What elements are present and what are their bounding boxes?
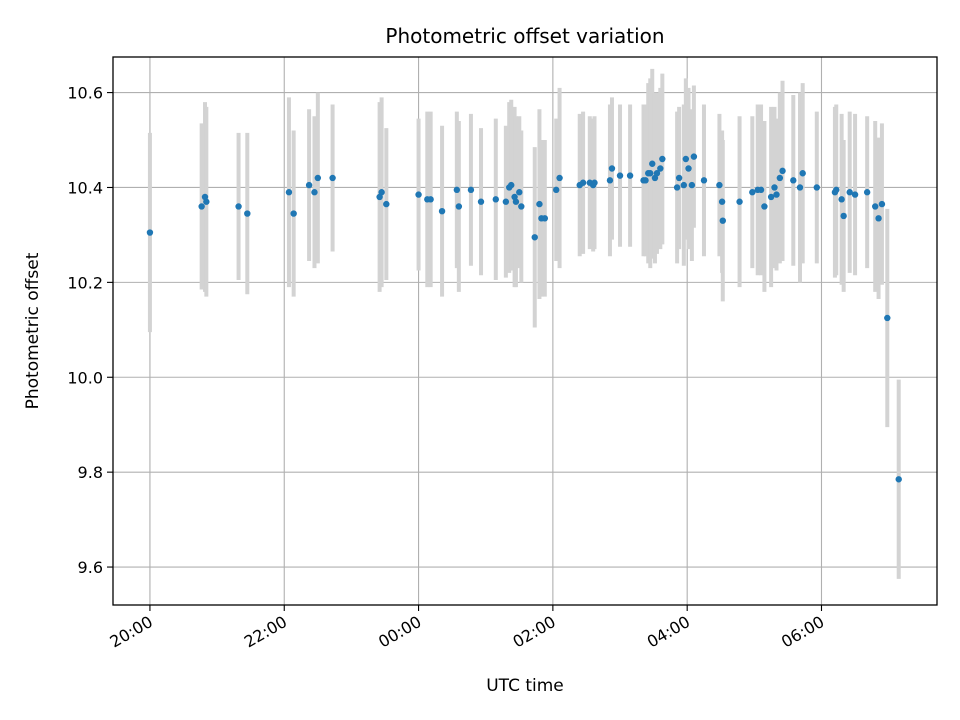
data-point (700, 177, 708, 184)
data-point (659, 155, 666, 163)
data-point (427, 196, 434, 203)
y-tick-label: 10.6 (67, 84, 103, 103)
data-point (776, 174, 784, 182)
data-point (688, 181, 696, 189)
data-point (796, 184, 804, 191)
data-point (553, 186, 560, 194)
data-points (146, 153, 902, 483)
data-point (895, 476, 902, 483)
data-point (863, 189, 871, 196)
data-point (311, 189, 318, 196)
data-point (653, 170, 661, 177)
y-tick-label: 10.2 (67, 273, 103, 292)
data-point (771, 184, 778, 191)
data-point (556, 174, 563, 182)
data-point (518, 203, 525, 210)
data-point (716, 181, 723, 189)
data-point (477, 198, 485, 205)
data-point (579, 179, 587, 186)
data-point (438, 207, 446, 215)
data-point (531, 234, 538, 241)
data-point (657, 165, 664, 172)
data-point (673, 184, 681, 191)
data-point (846, 189, 853, 196)
data-point (203, 198, 210, 205)
data-point (502, 198, 510, 205)
data-point (718, 198, 726, 205)
data-point (616, 172, 624, 179)
y-tick-label: 9.8 (78, 463, 103, 482)
data-point (536, 200, 543, 208)
data-point (719, 217, 726, 224)
data-point (690, 153, 698, 160)
data-point (761, 203, 768, 210)
data-point (647, 170, 654, 177)
data-point (516, 189, 523, 196)
y-axis-title: Photometric offset (23, 252, 43, 409)
data-point (455, 203, 463, 210)
data-point (608, 165, 616, 172)
data-point (305, 181, 313, 189)
data-point (875, 215, 882, 222)
data-point (675, 174, 683, 182)
data-point (790, 177, 797, 184)
plot-frame (112, 56, 938, 606)
data-point (682, 155, 690, 163)
data-point (329, 174, 336, 182)
y-tick-label: 10.4 (67, 178, 103, 197)
data-point (512, 198, 520, 205)
data-point (685, 165, 692, 172)
data-point (840, 212, 847, 220)
data-point (290, 210, 297, 217)
data-point (813, 184, 820, 191)
data-point (467, 186, 475, 194)
data-point (314, 174, 322, 182)
data-point (378, 189, 385, 196)
data-point (198, 203, 205, 210)
data-point (757, 186, 765, 194)
data-point (799, 170, 806, 177)
data-point (749, 189, 756, 196)
data-point (383, 200, 390, 208)
data-point (626, 172, 634, 179)
y-tick-label: 10.0 (67, 368, 103, 387)
data-point (838, 196, 845, 203)
data-point (773, 191, 780, 198)
chart-title: Photometric offset variation (385, 24, 664, 48)
y-axis-ticks: 9.6 9.8 10.0 10.2 10.4 10.6 (67, 84, 113, 577)
data-point (508, 181, 515, 189)
data-point (833, 186, 840, 194)
data-point (285, 189, 293, 196)
data-point (872, 203, 879, 210)
y-tick-label: 9.6 (78, 558, 103, 577)
data-point (415, 191, 422, 198)
data-point (541, 215, 549, 222)
data-point (779, 167, 786, 175)
data-point (492, 196, 499, 203)
data-point (767, 193, 775, 201)
data-point (884, 314, 891, 322)
data-point (851, 191, 859, 198)
data-point (235, 203, 242, 210)
data-point (642, 177, 649, 184)
data-point (680, 181, 688, 189)
data-point (736, 198, 743, 205)
data-point (146, 229, 154, 236)
data-point (878, 200, 886, 208)
x-axis-title: UTC time (486, 676, 564, 696)
data-point (244, 210, 251, 217)
data-point (453, 186, 461, 194)
data-point (606, 177, 614, 184)
data-point (591, 179, 598, 186)
data-point (649, 160, 656, 167)
